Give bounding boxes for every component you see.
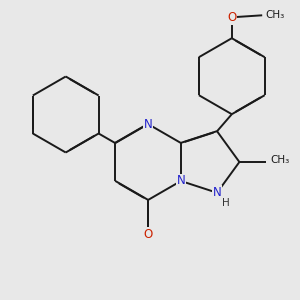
Text: N: N — [176, 175, 185, 188]
Text: O: O — [143, 228, 153, 241]
Text: H: H — [222, 198, 230, 208]
Text: CH₃: CH₃ — [270, 155, 289, 165]
Text: N: N — [144, 118, 152, 130]
Text: CH₃: CH₃ — [265, 10, 284, 20]
Text: N: N — [213, 186, 221, 199]
Text: O: O — [227, 11, 236, 24]
